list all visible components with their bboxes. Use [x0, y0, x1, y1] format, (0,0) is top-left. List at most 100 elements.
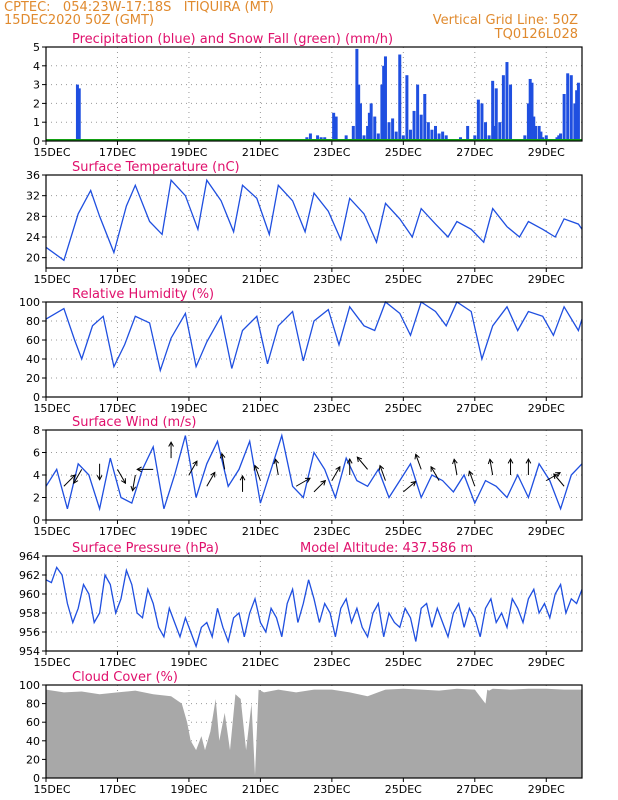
precip-bar [569, 75, 573, 141]
wind-arrow [219, 452, 226, 470]
precip-bar [408, 129, 412, 141]
precip-bar [412, 110, 416, 141]
panel-title: Surface Temperature (nC) [72, 160, 240, 175]
x-tick-label: 23DEC [313, 273, 350, 286]
precip-bar [530, 82, 534, 141]
wind-arrow-head [507, 457, 514, 464]
y-tick-label: 2 [33, 492, 40, 505]
wind-arrow [403, 480, 417, 493]
precip-bar [562, 94, 566, 141]
x-tick-label: 21DEC [242, 402, 279, 415]
y-tick-label: 80 [26, 698, 40, 711]
x-tick-label: 19DEC [170, 656, 207, 669]
panel-title: Precipitation (blue) and Snow Fall (gree… [72, 32, 393, 47]
wind-arrow [136, 466, 154, 473]
wind-arrow-shaft [132, 474, 136, 491]
wind-arrow [295, 477, 311, 487]
wind-arrow-head [378, 464, 385, 471]
precip-bar [391, 118, 395, 141]
wind-arrow-head [168, 441, 174, 447]
precip-bar [557, 135, 561, 141]
panel-title: Relative Humidity (%) [72, 287, 214, 302]
precip-bar [573, 103, 577, 141]
x-tick-label: 15DEC [33, 783, 70, 796]
precip-bar [334, 116, 338, 141]
wind-arrow [414, 453, 422, 470]
wind-arrow-shaft [73, 469, 83, 484]
x-tick-label: 15DEC [33, 525, 70, 538]
x-tick-label: 21DEC [242, 783, 279, 796]
x-tick-label: 27DEC [456, 783, 493, 796]
x-tick-label: 27DEC [456, 146, 493, 159]
wind-arrow [313, 479, 327, 493]
precip-bar [308, 133, 312, 141]
panel-5: 954 956 958 960 962 964 15DEC 17DEC 19DEC 21DEC 23… [19, 541, 583, 669]
precip-bar [501, 75, 505, 141]
x-tick-label: 17DEC [99, 783, 136, 796]
y-tick-label: 960 [19, 588, 40, 601]
precip-bar [383, 56, 387, 141]
wind-arrow [188, 460, 198, 476]
y-tick-label: 8 [33, 424, 40, 437]
wind-arrow-head [320, 479, 327, 486]
wind-arrow [117, 469, 126, 485]
precip-bar [398, 54, 402, 141]
wind-arrow [239, 474, 246, 492]
wind-arrow [253, 464, 261, 481]
precip-bar [316, 135, 320, 141]
panel-frame [45, 429, 583, 521]
y-tick-label: 4 [33, 469, 40, 482]
panel-annotation: Model Altitude: 437.586 m [300, 541, 473, 556]
wind-arrow [507, 457, 514, 475]
panel-frame [45, 684, 583, 779]
wind-arrow-shaft [188, 460, 198, 476]
wind-arrow-shaft [221, 453, 226, 470]
precip-bar [523, 135, 527, 141]
precip-bar [544, 135, 548, 141]
y-tick-label: 956 [19, 626, 40, 639]
wind-arrow [452, 458, 458, 476]
precip-bar [419, 114, 423, 141]
precip-bar [576, 82, 580, 141]
wind-arrow-head [346, 457, 353, 464]
wind-arrow-shaft [379, 465, 386, 481]
wind-arrow-shaft [313, 480, 326, 493]
x-tick-label: 17DEC [99, 273, 136, 286]
y-tick-label: 3 [33, 79, 40, 92]
wind-arrow [525, 457, 532, 475]
wind-arrow-shaft [331, 466, 341, 481]
wind-arrow-shaft [206, 472, 216, 487]
y-tick-label: 6 [33, 447, 40, 460]
wind-arrow-head [130, 485, 137, 492]
precip-bar [355, 48, 359, 141]
y-tick-label: 0 [33, 772, 40, 785]
series-line [45, 565, 583, 649]
y-tick-label: 24 [26, 231, 40, 244]
series-line [45, 300, 583, 373]
x-tick-label: 25DEC [385, 525, 422, 538]
wind-arrow-head [487, 458, 494, 465]
wind-arrow-head [192, 460, 198, 467]
precip-bar [566, 73, 570, 141]
y-tick-label: 20 [26, 252, 40, 265]
wind-arrow [378, 464, 386, 481]
panel-4: 0 2 4 6 8 15DEC 17DEC 19DEC 21DEC 23DEC 25DEC 27DEC… [33, 415, 583, 538]
panel-1: 0 1 2 3 4 5 15DEC 17DEC 19DEC 21DEC 23DEC 25DEC 27DE… [33, 32, 583, 159]
y-tick-label: 964 [19, 550, 40, 563]
y-tick-label: 962 [19, 569, 40, 582]
y-tick-label: 60 [26, 716, 40, 729]
x-tick-label: 25DEC [385, 146, 422, 159]
x-tick-label: 27DEC [456, 525, 493, 538]
x-tick-label: 29DEC [528, 402, 565, 415]
wind-arrow [356, 456, 368, 470]
precip-bar [75, 84, 79, 141]
x-tick-label: 17DEC [99, 525, 136, 538]
wind-arrow [168, 441, 174, 459]
x-tick-label: 17DEC [99, 656, 136, 669]
panel-6: 0 20 40 60 80 100 15DEC 17DEC 19DEC 21DEC 23DEC 25D… [19, 670, 583, 796]
wind-arrow-head [120, 478, 126, 485]
precip-bar [426, 122, 430, 141]
y-tick-label: 20 [26, 372, 40, 385]
precip-bar [487, 135, 491, 141]
